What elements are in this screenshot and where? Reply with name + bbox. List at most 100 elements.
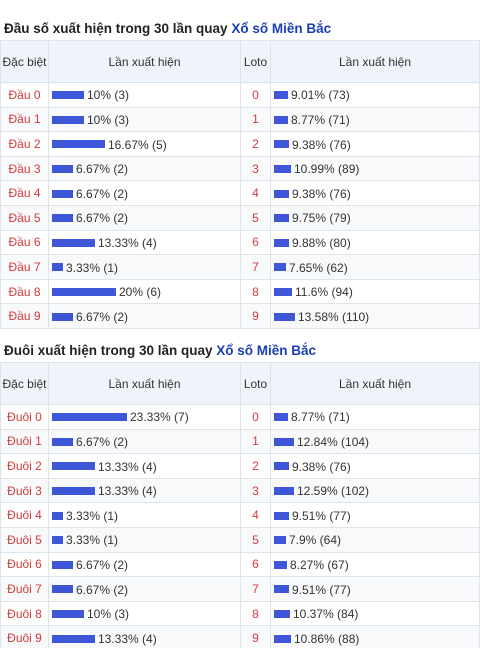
loto-bar <box>274 437 294 446</box>
row-pct-cell: 6.67% (2) <box>48 303 241 329</box>
row-pct-cell: 6.67% (2) <box>48 155 241 182</box>
row-loto-number: 3 <box>240 477 271 504</box>
loto-bar <box>274 214 289 223</box>
row-loto-cell: 12.84% (104) <box>270 428 480 455</box>
row-label: Đầu 1 <box>0 106 49 133</box>
pct-text: 6.67% (2) <box>76 211 129 226</box>
loto-bar <box>274 585 289 594</box>
pct-bar <box>52 189 73 198</box>
loto-text: 8.77% (71) <box>291 410 350 425</box>
loto-bar <box>274 140 289 149</box>
row-pct-cell: 3.33% (1) <box>48 254 241 280</box>
row-loto-number: 2 <box>240 131 271 157</box>
pct-text: 3.33% (1) <box>66 260 119 275</box>
row-loto-number: 3 <box>240 155 271 182</box>
table-row: Đuôi 5 3.33% (1) 5 7.9% (64) <box>0 526 480 553</box>
row-loto-number: 1 <box>240 106 271 133</box>
pct-bar <box>52 511 63 520</box>
row-loto-number: 6 <box>240 551 271 578</box>
dau-section: Đầu số xuất hiện trong 30 lần quay Xổ số… <box>0 18 480 329</box>
pct-text: 23.33% (7) <box>130 410 189 425</box>
dau-title-link[interactable]: Xổ số Miền Bắc <box>231 21 332 36</box>
row-loto-number: 9 <box>240 303 271 329</box>
table-row: Đầu 9 6.67% (2) 9 13.58% (110) <box>0 303 480 329</box>
loto-text: 7.9% (64) <box>289 533 342 548</box>
loto-text: 9.51% (77) <box>292 582 351 597</box>
table-row: Đuôi 9 13.33% (4) 9 10.86% (88) <box>0 625 480 648</box>
loto-bar <box>274 238 289 247</box>
pct-text: 10% (3) <box>87 606 130 621</box>
row-pct-cell: 3.33% (1) <box>48 502 241 528</box>
row-pct-cell: 13.33% (4) <box>48 625 241 648</box>
duoi-header-loto: Loto <box>240 362 271 405</box>
row-loto-number: 5 <box>240 204 271 231</box>
loto-bar <box>274 312 295 321</box>
pct-bar <box>52 312 73 321</box>
table-row: Đuôi 3 13.33% (4) 3 12.59% (102) <box>0 477 480 504</box>
row-loto-cell: 9.88% (80) <box>270 229 480 256</box>
row-label: Đuôi 0 <box>0 404 49 430</box>
row-loto-cell: 10.37% (84) <box>270 600 480 627</box>
pct-bar <box>52 609 84 618</box>
dau-header-dac-biet: Đặc biệt <box>0 40 49 83</box>
row-loto-number: 0 <box>240 404 271 430</box>
row-label: Đuôi 8 <box>0 600 49 627</box>
loto-text: 12.84% (104) <box>297 434 370 449</box>
row-label: Đầu 3 <box>0 155 49 182</box>
pct-bar <box>52 91 84 100</box>
row-label: Đuôi 3 <box>0 477 49 504</box>
loto-text: 7.65% (62) <box>289 260 348 275</box>
loto-bar <box>274 164 291 173</box>
loto-text: 9.88% (80) <box>292 235 351 250</box>
row-loto-cell: 9.51% (77) <box>270 576 480 602</box>
row-loto-number: 8 <box>240 278 271 305</box>
row-pct-cell: 3.33% (1) <box>48 526 241 553</box>
row-pct-cell: 6.67% (2) <box>48 551 241 578</box>
row-loto-cell: 8.77% (71) <box>270 404 480 430</box>
table-row: Đầu 7 3.33% (1) 7 7.65% (62) <box>0 254 480 280</box>
pct-bar <box>52 115 84 124</box>
pct-bar <box>52 214 73 223</box>
table-row: Đầu 6 13.33% (4) 6 9.88% (80) <box>0 229 480 256</box>
row-loto-cell: 9.51% (77) <box>270 502 480 528</box>
row-loto-cell: 10.86% (88) <box>270 625 480 648</box>
loto-text: 10.86% (88) <box>294 631 360 646</box>
row-loto-cell: 7.9% (64) <box>270 526 480 553</box>
table-row: Đầu 3 6.67% (2) 3 10.99% (89) <box>0 155 480 182</box>
pct-bar <box>52 238 95 247</box>
loto-bar <box>274 560 287 569</box>
row-label: Đuôi 1 <box>0 428 49 455</box>
loto-text: 10.99% (89) <box>294 161 360 176</box>
dau-header-loto: Loto <box>240 40 271 83</box>
row-loto-cell: 10.99% (89) <box>270 155 480 182</box>
pct-text: 6.67% (2) <box>76 557 129 572</box>
table-row: Đầu 1 10% (3) 1 8.77% (71) <box>0 106 480 133</box>
loto-text: 9.38% (76) <box>292 137 351 152</box>
row-loto-number: 5 <box>240 526 271 553</box>
row-loto-cell: 9.38% (76) <box>270 131 480 157</box>
row-label: Đầu 0 <box>0 82 49 108</box>
pct-text: 13.33% (4) <box>98 483 157 498</box>
loto-text: 8.27% (67) <box>290 557 349 572</box>
row-loto-number: 7 <box>240 254 271 280</box>
row-loto-number: 8 <box>240 600 271 627</box>
loto-bar <box>274 634 291 643</box>
row-label: Đuôi 6 <box>0 551 49 578</box>
row-loto-number: 4 <box>240 502 271 528</box>
pct-text: 20% (6) <box>119 284 162 299</box>
loto-bar <box>274 263 286 272</box>
duoi-title-link[interactable]: Xổ số Miền Bắc <box>216 343 317 358</box>
table-row: Đuôi 8 10% (3) 8 10.37% (84) <box>0 600 480 627</box>
pct-text: 6.67% (2) <box>76 582 129 597</box>
duoi-header-dac-biet: Đặc biệt <box>0 362 49 405</box>
row-pct-cell: 6.67% (2) <box>48 576 241 602</box>
loto-text: 9.75% (79) <box>292 211 351 226</box>
row-loto-cell: 9.38% (76) <box>270 180 480 206</box>
table-row: Đầu 0 10% (3) 0 9.01% (73) <box>0 82 480 108</box>
row-loto-cell: 9.01% (73) <box>270 82 480 108</box>
loto-bar <box>274 189 289 198</box>
pct-bar <box>52 263 63 272</box>
table-row: Đuôi 4 3.33% (1) 4 9.51% (77) <box>0 502 480 528</box>
row-loto-cell: 13.58% (110) <box>270 303 480 329</box>
row-label: Đuôi 9 <box>0 625 49 648</box>
